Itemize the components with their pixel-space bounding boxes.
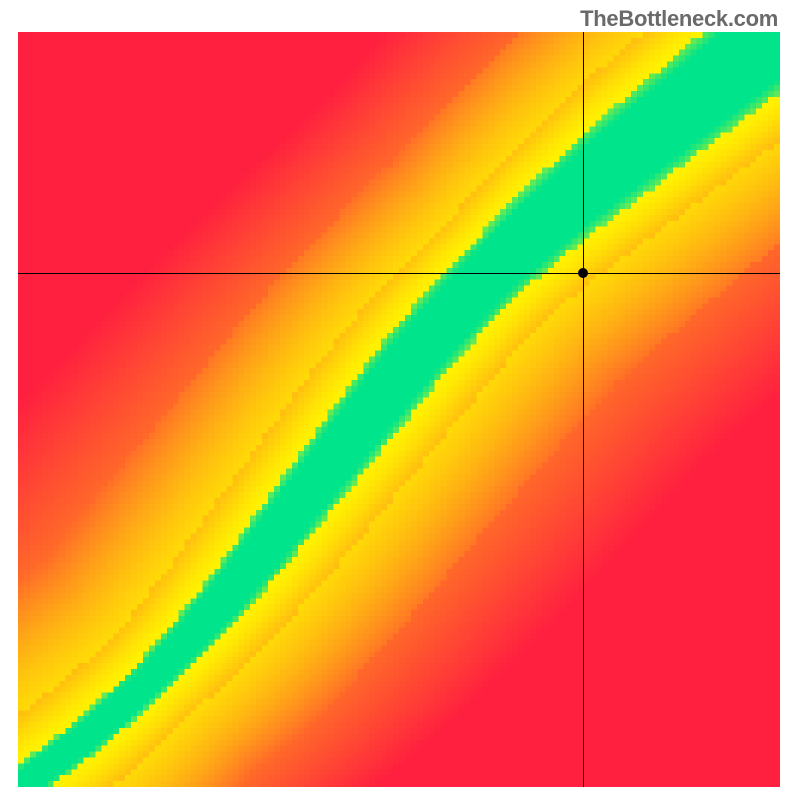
watermark-text: TheBottleneck.com — [580, 6, 778, 32]
crosshair-marker — [578, 268, 588, 278]
bottleneck-chart-container: TheBottleneck.com — [0, 0, 800, 800]
heatmap-plot-area — [18, 32, 780, 787]
heatmap-canvas — [18, 32, 780, 787]
crosshair-horizontal — [18, 273, 780, 274]
crosshair-vertical — [583, 32, 584, 787]
